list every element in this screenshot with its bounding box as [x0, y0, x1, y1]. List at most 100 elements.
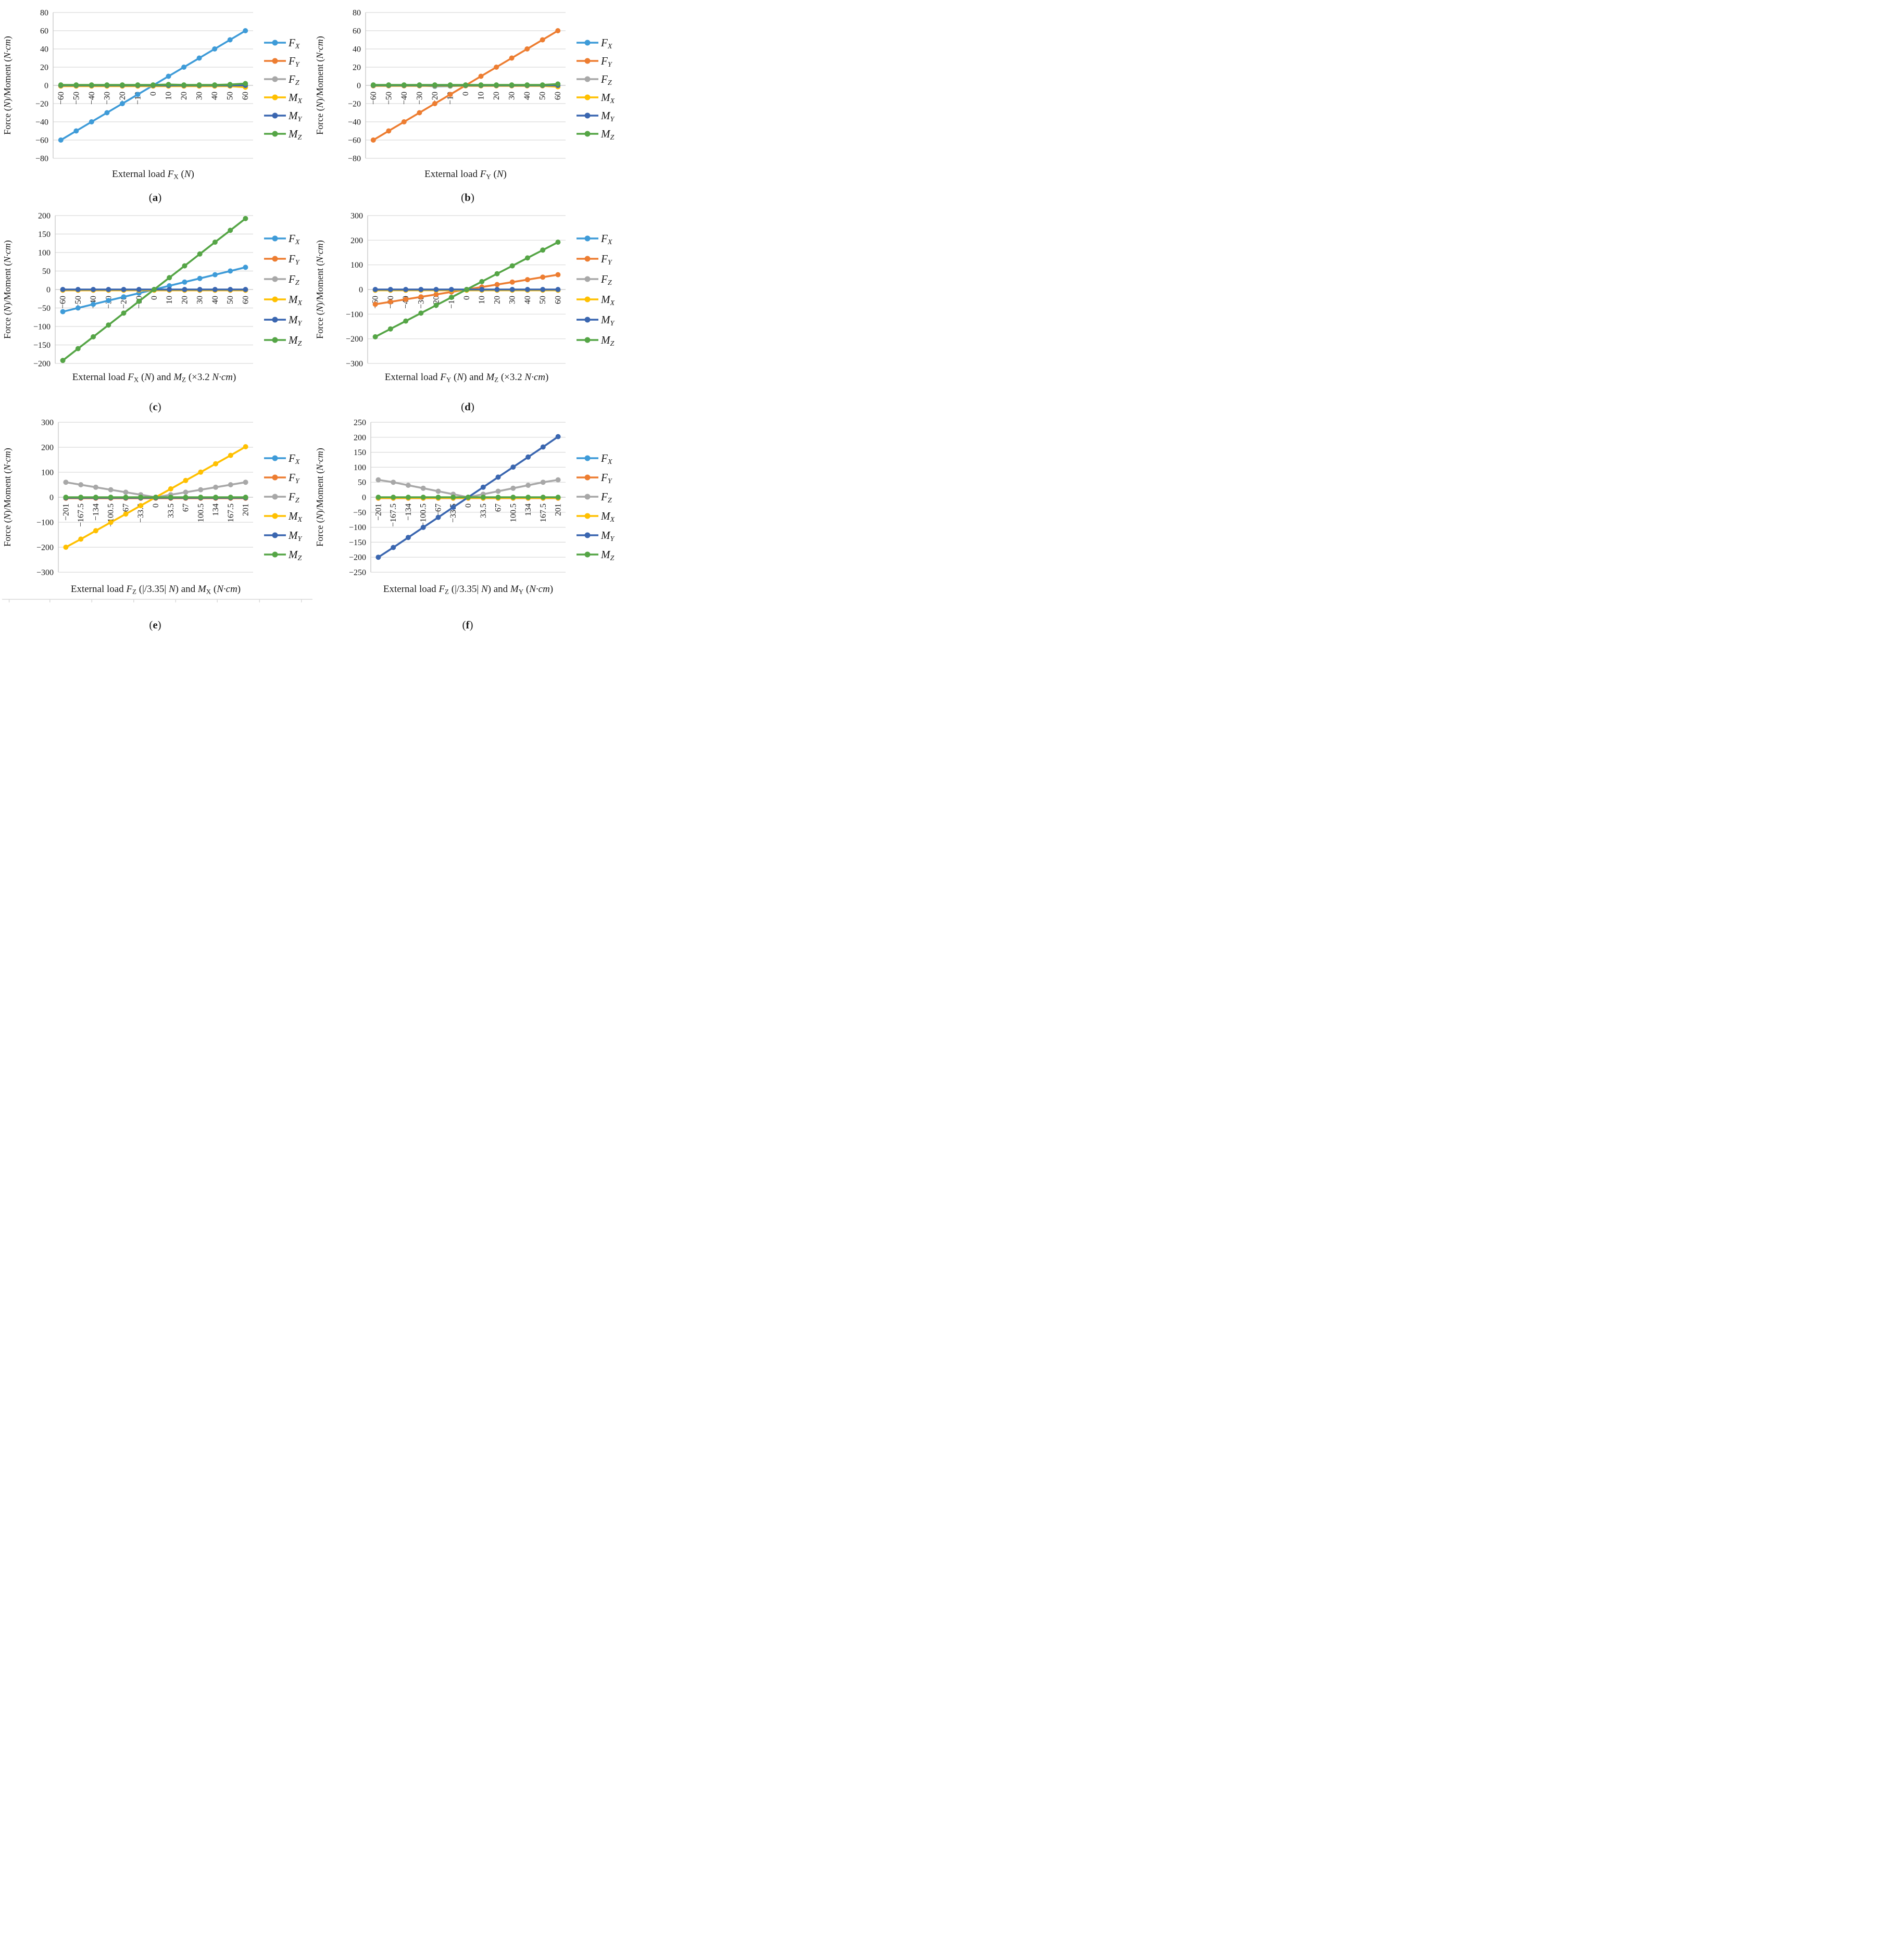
data-point-MZ — [60, 358, 66, 363]
legend-marker-mx — [584, 94, 591, 100]
x-tick-label: 60 — [241, 296, 250, 304]
y-tick-label: 200 — [354, 433, 366, 442]
y-tick-label: −100 — [36, 519, 54, 527]
y-tick-label: −100 — [33, 323, 51, 332]
legend-marker-fz — [272, 76, 278, 82]
panel-label-d: (d) — [461, 400, 474, 413]
y-tick-label: −100 — [349, 523, 366, 532]
data-point-FX — [167, 283, 172, 288]
data-point-MZ — [433, 303, 439, 308]
data-point-FZ — [108, 487, 114, 493]
x-tick-label: 201 — [242, 503, 250, 516]
y-tick-label: 50 — [358, 478, 366, 487]
y-tick-label: −50 — [353, 508, 366, 517]
y-tick-label: 0 — [357, 82, 361, 91]
legend-label-my: MY — [288, 529, 303, 543]
legend-label-mz: MZ — [600, 548, 615, 562]
legend-marker-my — [584, 532, 591, 538]
legend-marker-my — [584, 112, 591, 119]
y-tick-label: 250 — [354, 419, 366, 427]
x-tick-label: −30 — [103, 92, 111, 105]
data-point-MZ — [555, 495, 561, 500]
y-tick-label: 200 — [41, 444, 54, 452]
data-point-MZ — [372, 334, 378, 339]
six-panel-line-chart-figure: 80 60 40 20 0 −20 −40 −60 −80 −60 −50 −40 −30 −20 −10 0… — [0, 0, 625, 640]
data-point-MZ — [106, 322, 111, 328]
x-tick-label: 20 — [493, 296, 502, 304]
data-point-FY — [555, 272, 561, 278]
legend-b: FX FY FZ MX MY MZ — [577, 36, 616, 142]
data-point-MZ — [227, 82, 233, 87]
y-tick-label: 0 — [362, 494, 366, 502]
y-tick-label: 80 — [40, 9, 48, 18]
x-tick-label: 10 — [165, 296, 174, 304]
chart-f: 250 200 150 100 50 0 −50 −100 −150 −200 −250 −201 −1… — [315, 419, 616, 632]
data-point-FZ — [228, 482, 233, 487]
data-point-MZ — [243, 81, 248, 86]
data-point-FY — [447, 92, 453, 97]
legend-marker-mx — [272, 94, 278, 100]
panel-b: 80 60 40 20 0 −20 −40 −60 −80 −60 −50 −40 −30 −20 −10 0… — [312, 0, 625, 212]
data-point-MZ — [166, 82, 171, 87]
data-point-FX — [196, 55, 202, 61]
data-point-FX — [119, 101, 125, 106]
legend-item-mx: MX — [264, 91, 303, 105]
data-point-MZ — [509, 263, 515, 269]
panel-label-c: (c) — [149, 400, 161, 413]
data-point-FZ — [93, 484, 98, 490]
data-point-MZ — [403, 318, 409, 324]
legend-label-fx: FX — [600, 232, 612, 246]
x-tick-label: 40 — [523, 296, 532, 304]
legend-c: FX FY FZ MX MY MZ — [264, 232, 303, 348]
y-tick-label: −100 — [346, 310, 363, 319]
data-point-MY — [555, 287, 561, 292]
legend-label-mz: MZ — [288, 548, 302, 562]
y-tick-label: 80 — [353, 9, 361, 18]
data-point-MZ — [494, 271, 500, 276]
data-point-MZ — [228, 228, 233, 233]
data-point-MZ — [73, 82, 79, 88]
legend-d: FX FY FZ MX MY MZ — [577, 232, 616, 348]
x-tick-label: −60 — [59, 296, 68, 309]
data-point-MY — [121, 287, 127, 292]
legend-item-mz: MZ — [264, 334, 302, 348]
data-point-MY — [106, 287, 111, 292]
data-point-MZ — [448, 295, 454, 300]
data-point-FY — [509, 55, 515, 61]
data-point-FZ — [510, 485, 516, 491]
data-point-MZ — [197, 251, 203, 257]
legend-item-mx: MX — [264, 510, 303, 524]
data-point-MZ — [524, 255, 530, 261]
data-point-MY — [91, 287, 96, 292]
x-tick-label: −50 — [384, 92, 393, 105]
data-point-FZ — [123, 489, 129, 495]
y-tick-label: 60 — [353, 27, 361, 36]
x-tick-label: 50 — [226, 92, 235, 100]
data-point-MZ — [152, 287, 157, 292]
legend-marker-mz — [272, 337, 278, 343]
data-point-MZ — [228, 495, 233, 500]
data-point-FZ — [243, 480, 248, 485]
data-point-MZ — [480, 495, 486, 500]
data-point-MZ — [167, 275, 172, 281]
data-point-MZ — [466, 495, 471, 500]
y-axis-title-d: Force (N)/Moment (N·cm) — [315, 240, 325, 339]
legend-item-my: MY — [264, 109, 303, 123]
legend-item-fy: FY — [577, 471, 613, 485]
data-point-MZ — [463, 82, 468, 88]
data-point-MZ — [123, 495, 129, 500]
data-point-MY — [555, 434, 561, 439]
x-axis-title-f: External load FZ​ (|/3.35| N) and MY​ (N… — [383, 584, 553, 595]
data-point-MZ — [58, 82, 64, 88]
data-point-MZ — [243, 216, 248, 221]
legend-label-fz: FZ — [288, 73, 299, 87]
data-point-MZ — [121, 310, 127, 316]
data-point-FX — [181, 65, 187, 70]
data-point-FZ — [391, 480, 396, 485]
x-tick-label: 50 — [538, 296, 547, 304]
legend-label-mz: MZ — [600, 128, 615, 142]
data-point-MZ — [375, 495, 381, 500]
panel-label-b: (b) — [461, 191, 474, 204]
data-point-MY — [510, 464, 516, 470]
x-axis-title-a: External load FX​ (N) — [112, 169, 194, 180]
